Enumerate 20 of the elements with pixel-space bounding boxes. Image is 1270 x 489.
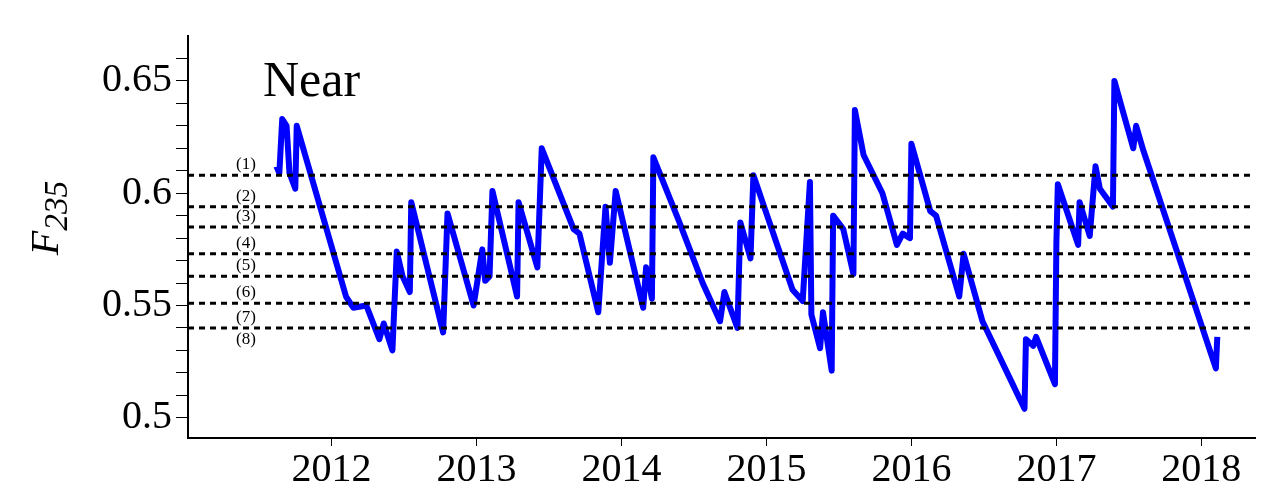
chart-title: Near [263, 51, 361, 108]
annotation: (7) [236, 306, 256, 326]
annotation: (2) [236, 185, 256, 205]
y-tick-label: 0.55 [102, 280, 172, 325]
x-tick-label: 2014 [581, 444, 662, 489]
annotation: (1) [236, 154, 256, 174]
y-tick-label: 0.6 [122, 167, 172, 213]
annotation: (4) [236, 232, 256, 252]
annotation: (5) [236, 255, 256, 275]
x-tick-label: 2018 [1161, 444, 1242, 489]
x-tick-label: 2015 [726, 444, 807, 489]
x-tick-label: 2012 [291, 444, 372, 489]
x-tick-label: 2013 [436, 444, 517, 489]
x-tick-label: 2016 [871, 444, 952, 489]
y-tick-label: 0.5 [122, 392, 172, 438]
annotation: (3) [236, 205, 256, 225]
y-tick-label: 0.65 [102, 55, 172, 101]
annotation: (8) [236, 328, 256, 348]
x-tick-label: 2017 [1016, 444, 1097, 489]
annotation: (6) [236, 282, 256, 302]
